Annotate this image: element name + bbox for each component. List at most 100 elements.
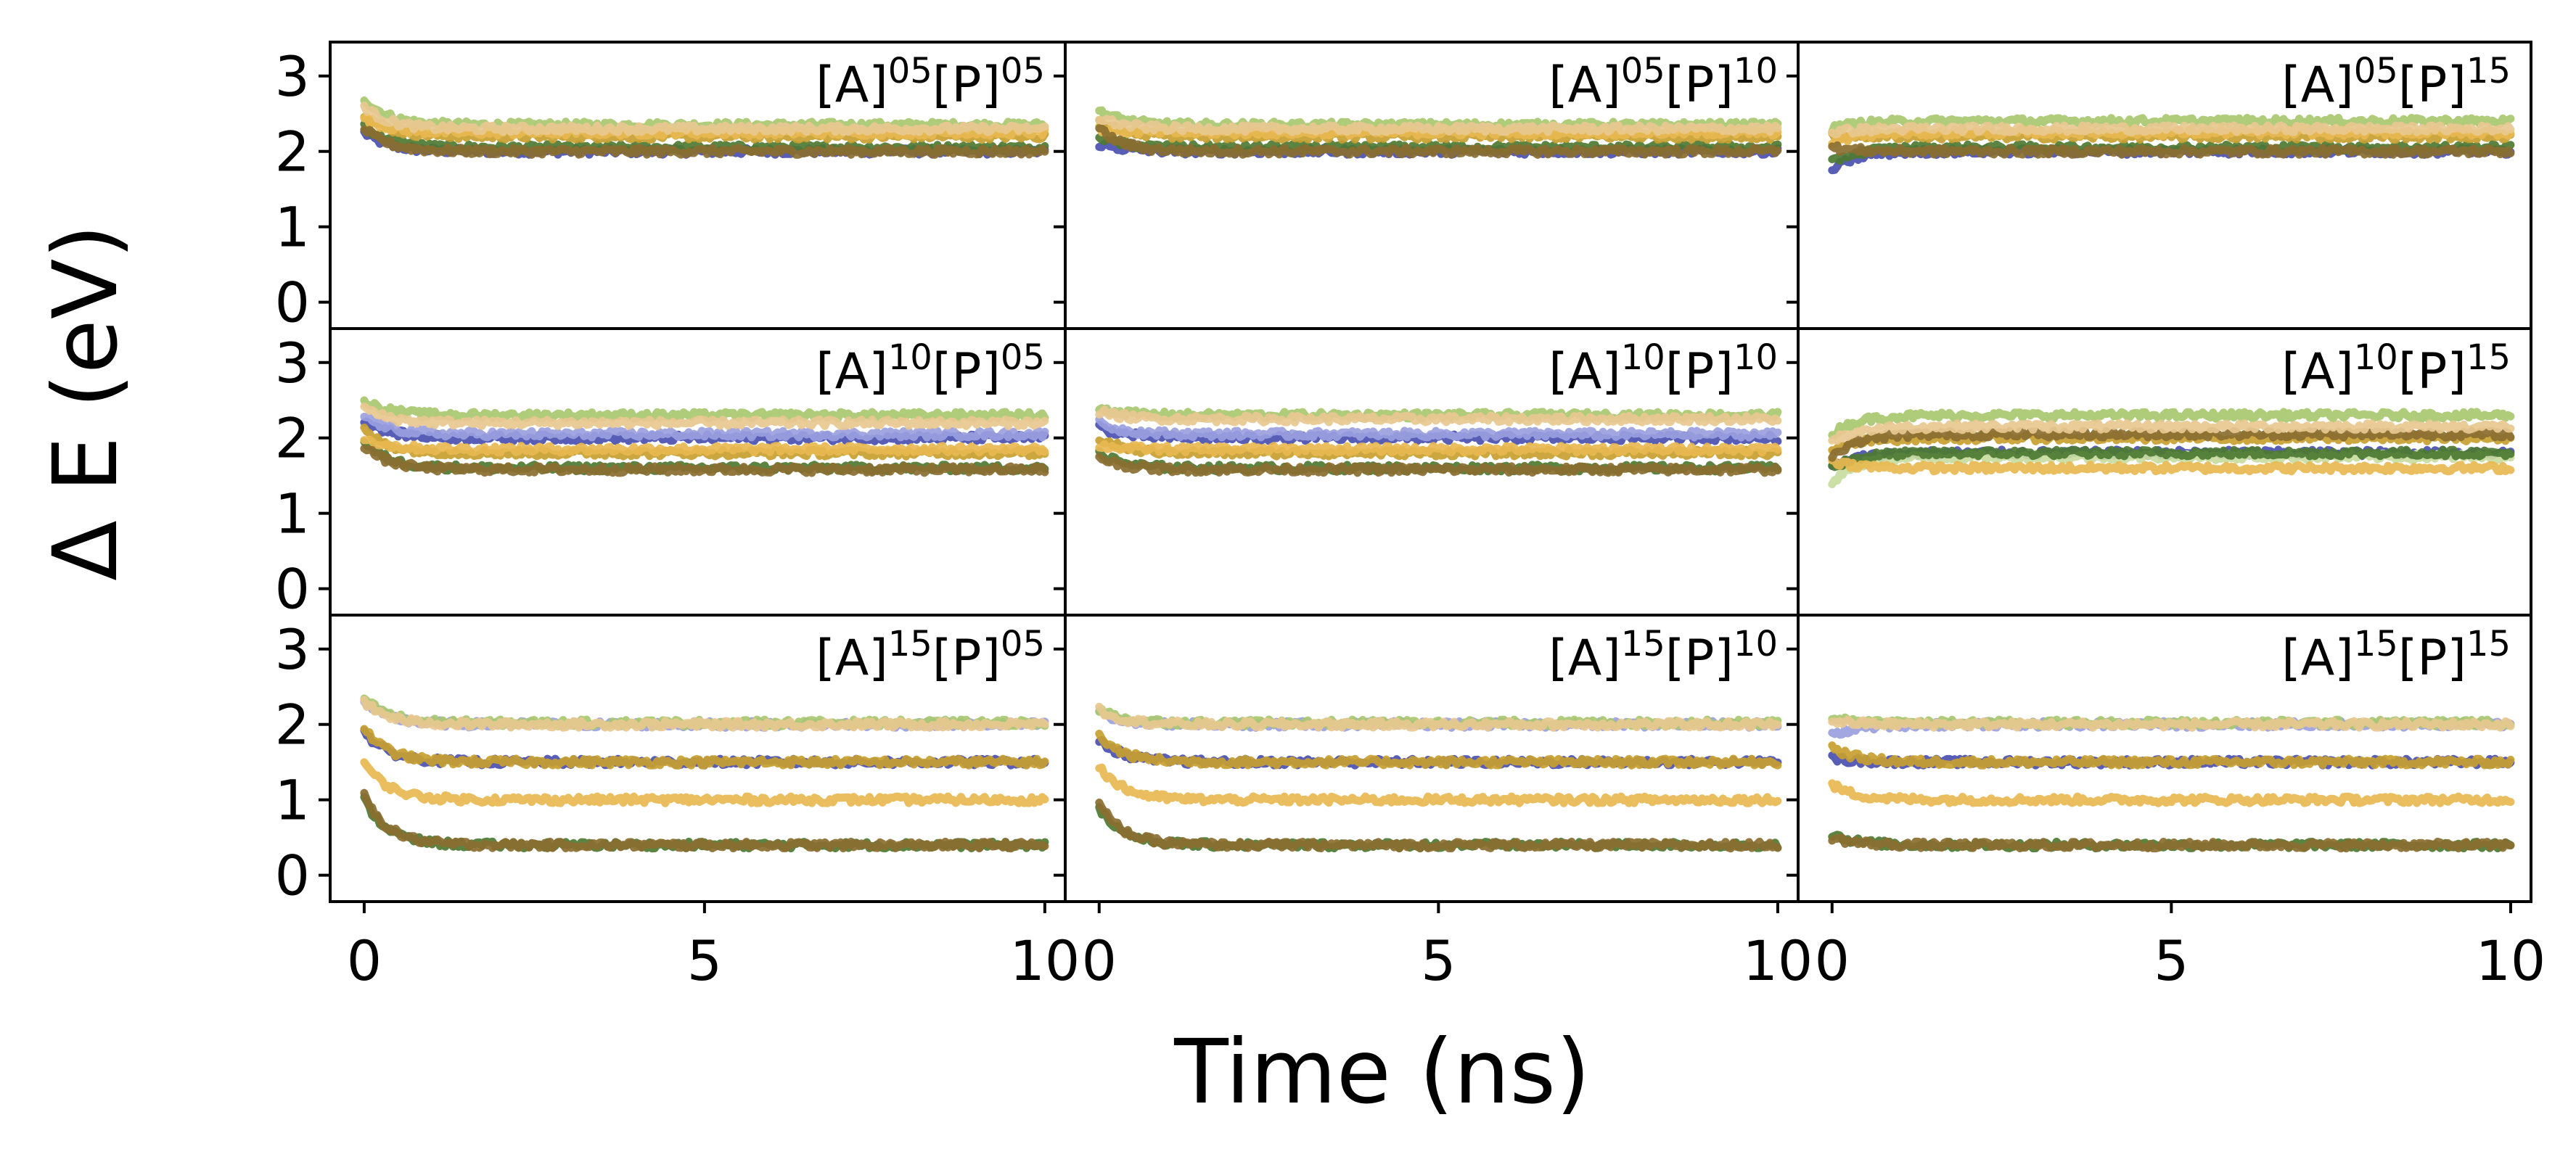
panel-traces-6 [360,694,1049,853]
series-line [360,125,1049,159]
panel-label-base: [P] [1665,57,1734,114]
series-line [360,725,1049,770]
panel-label-base: [P] [932,630,1001,687]
panel-label: [A]15[P]15 [2281,624,2511,687]
series-line [360,435,1049,457]
series-line [360,413,1049,442]
series-line [360,696,1049,732]
panel-traces-5 [1828,408,2515,489]
y-tick-label: 2 [275,693,310,757]
y-axis-title: Δ E (eV) [34,224,137,581]
y-tick-label: 1 [275,482,310,546]
ticks-layer [319,74,2512,913]
y-tick-label: 3 [275,331,310,395]
panel-traces-0 [360,96,1049,159]
series-line [360,788,1049,853]
series-line [1095,763,1782,807]
panel-traces-4 [1095,404,1782,477]
panel-label: [A]10[P]15 [2281,337,2511,400]
x-tick-label: 0 [1815,928,1850,993]
panel-label: [A]05[P]10 [1549,51,1778,114]
panel-label-sup: 10 [1734,624,1778,664]
panel-label-sup: 15 [888,624,932,664]
frames-layer [329,41,2532,903]
panel-label-base: [A] [1549,343,1621,400]
x-tick-label: 5 [687,928,722,993]
panel-label-base: [P] [1665,343,1734,400]
panel-label-sup: 05 [1621,51,1665,91]
y-tick-label: 1 [275,768,310,833]
x-tick-label: 10 [1010,928,1080,993]
panel-frame [1797,614,2532,903]
panel-label: [A]15[P]10 [1549,624,1778,687]
traces-layer [360,96,2515,853]
panel-label-base: [A] [816,630,888,687]
series-line [1095,415,1782,442]
series-line [1095,405,1782,427]
panel-label-sup: 05 [1001,337,1045,378]
x-tick-label: 0 [347,928,382,993]
series-line [1828,408,2515,440]
panel-label-sup: 10 [1621,337,1665,378]
panel-label-base: [P] [1665,630,1734,687]
y-tick-label: 2 [275,406,310,471]
panel-traces-2 [1828,114,2515,175]
panel-label-base: [A] [2281,343,2354,400]
panel-label-sup: 05 [2354,51,2398,91]
panel-traces-7 [1095,702,1782,853]
series-line [1828,456,2515,476]
panel-label-sup: 10 [1734,337,1778,378]
panel-label-base: [P] [2398,343,2466,400]
x-tick-label: 0 [1082,928,1117,993]
series-line [360,396,1049,423]
series-line [1828,121,2515,139]
series-line [1095,440,1782,457]
series-line [1828,141,2515,159]
series-line [360,758,1049,807]
panel-label: [A]15[P]05 [816,624,1045,687]
series-line [1828,833,2515,853]
panel-label-sup: 10 [2354,337,2398,378]
x-tick-label: 5 [1421,928,1456,993]
series-line [1828,715,2515,732]
series-line [1828,427,2515,462]
panel-label-base: [A] [1549,630,1621,687]
series-line [1095,453,1782,477]
series-line [1828,779,2515,807]
panel-label-sup: 15 [1621,624,1665,664]
panel-label-base: [A] [1549,57,1621,114]
series-line [360,403,1049,431]
panel-label-sup: 05 [888,51,932,91]
panel-label-sup: 15 [2466,51,2511,91]
series-line [1095,730,1782,770]
series-line [360,102,1049,136]
panel-label-base: [A] [2281,57,2354,114]
panel-label-base: [A] [816,343,888,400]
panel-label-sup: 05 [1001,624,1045,664]
series-line [1095,702,1782,732]
panel-label-sup: 15 [2354,624,2398,664]
panel-label-sup: 15 [2466,624,2511,664]
panel-label-sup: 15 [2466,337,2511,378]
series-line [1095,115,1782,136]
y-tick-label: 0 [275,844,310,908]
panel-label-base: [A] [816,57,888,114]
y-tick-label: 3 [275,617,310,682]
panel-label-base: [P] [2398,630,2466,687]
y-tick-label: 0 [275,557,310,622]
panel-traces-8 [1828,713,2515,853]
y-tick-label: 0 [275,271,310,335]
panel-traces-3 [360,396,1049,477]
panel-label-sup: 10 [888,337,932,378]
panel-label: [A]05[P]15 [2281,51,2511,114]
panel-label: [A]10[P]10 [1549,337,1778,400]
x-tick-label: 5 [2154,928,2189,993]
panel-traces-1 [1095,106,1782,159]
y-tick-label: 1 [275,195,310,260]
panel-label-base: [A] [2281,630,2354,687]
series-line [1828,741,2515,770]
panel-label-base: [P] [932,343,1001,400]
